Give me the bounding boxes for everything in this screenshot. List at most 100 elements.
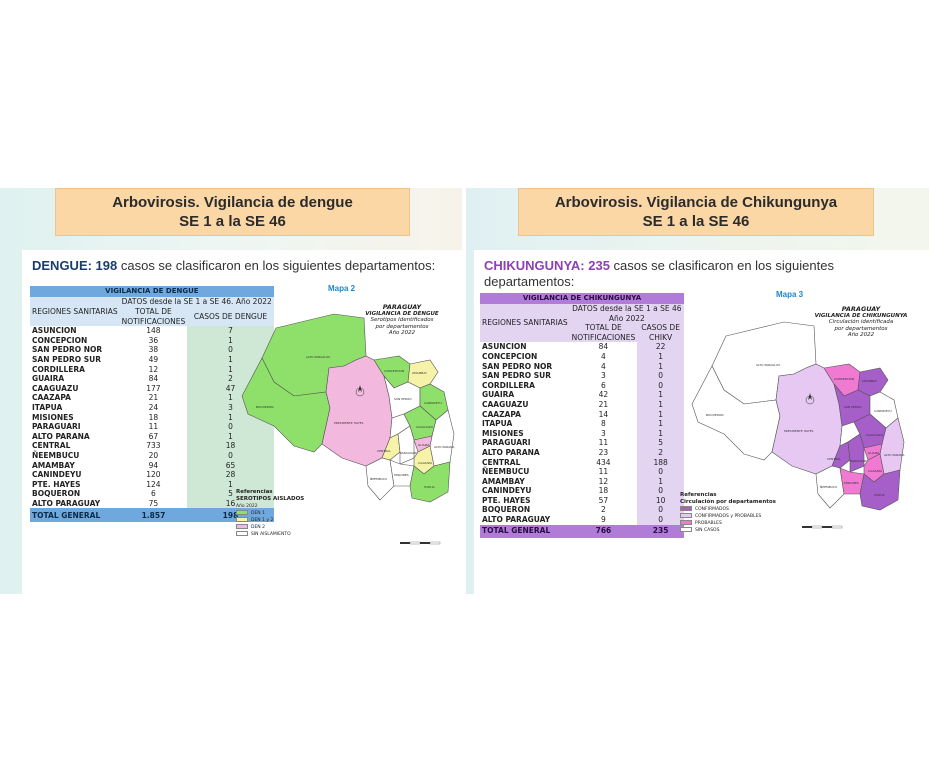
dengue-table-row: CENTRAL 733 18 — [30, 441, 274, 451]
chik-table-row: PARAGUARI 11 5 — [480, 438, 684, 448]
dengue-cell-name: ÑEEMBUCU — [32, 450, 80, 460]
dengue-map-title-country: PARAGUAY — [382, 303, 422, 311]
chik-slide: Arbovirosis. Vigilancia de Chikungunya S… — [466, 188, 929, 594]
dengue-map-lbl-boqueron: BOQUERON — [256, 405, 274, 409]
dengue-table-row: ALTO PARANA 67 1 — [30, 431, 274, 442]
dengue-table-row: BOQUERON 6 5 — [30, 489, 274, 499]
chik-cell-notif: 21 — [598, 399, 609, 409]
dengue-table-row: ASUNCION 148 7 — [30, 326, 274, 336]
chik-banner: Arbovirosis. Vigilancia de Chikungunya S… — [518, 188, 874, 236]
chik-legend-items: CONFIRMADOS CONFIRMADOS y PROBABLES PROBAB… — [680, 506, 776, 534]
chik-cell-cases: 0 — [637, 505, 684, 516]
dengue-cell-cases: 1 — [187, 431, 274, 442]
chik-headline: CHIKUNGUNYA: 235 casos se clasificaron e… — [484, 258, 834, 290]
dengue-cell-notif: 6 — [151, 489, 156, 499]
chik-cell-notif: 2 — [601, 505, 606, 515]
chik-cell-name: CAAGUAZU — [482, 399, 529, 409]
dengue-legend-swatch — [236, 524, 248, 529]
dengue-cell-cases: 2 — [187, 374, 274, 384]
chik-legend-item: CONFIRMADOS y PROBABLES — [680, 513, 776, 520]
chik-map-title: PARAGUAY VIGILANCIA DE CHIKUNGUNYA Circu… — [802, 306, 920, 339]
chik-cell-cases: 1 — [637, 390, 684, 400]
chik-map-lbl-boqueron: BOQUERON — [706, 413, 724, 417]
dengue-map-lbl-central: CENTRAL — [377, 449, 391, 453]
chik-map-lbl-alto-parana: ALTO PARANA — [884, 453, 905, 457]
dengue-cell-name: ALTO PARAGUAY — [32, 498, 101, 508]
dengue-table-title: VIGILANCIA DE DENGUE — [30, 286, 274, 297]
chik-cell-cases: 188 — [637, 457, 684, 468]
chik-cell-notif: 57 — [598, 495, 609, 505]
chik-col-cases: CASOS DE CHIKV — [637, 323, 684, 343]
chik-cell-notif: 6 — [601, 380, 606, 390]
chik-cell-cases: 1 — [637, 361, 684, 372]
dengue-banner-title: Arbovirosis. Vigilancia de dengue — [112, 194, 353, 211]
dengue-legend-swatch — [236, 510, 248, 515]
dengue-cell-cases: 0 — [187, 422, 274, 432]
chik-cell-cases: 0 — [637, 467, 684, 477]
chik-cell-name: ÑEEMBUCU — [482, 467, 530, 477]
chik-cell-name: PTE. HAYES — [482, 495, 531, 505]
dengue-legend-swatch — [236, 517, 248, 522]
dengue-legend-label: DEN 1 — [251, 511, 265, 516]
dengue-map-lbl-alto-parana: ALTO PARANA — [434, 445, 455, 449]
dengue-table-row: MISIONES 18 1 — [30, 412, 274, 423]
chik-cell-cases: 1 — [637, 409, 684, 420]
dengue-cell-name: ITAPUA — [32, 402, 63, 412]
dengue-cell-name: CANINDEYU — [32, 470, 82, 480]
chik-table-row: MISIONES 3 1 — [480, 428, 684, 439]
chik-headline-text: casos se clasificaron en los siguientes — [609, 258, 834, 273]
chik-map-lbl-caaguazu: CAAGUAZU — [866, 433, 883, 437]
chik-map-lbl-canindeyu: CANINDEYU — [874, 409, 892, 413]
chik-map-title-year: Año 2022 — [847, 332, 875, 338]
dengue-map: ALTO PARAGUAY BOQUERON PRESIDENTE HAYES … — [234, 296, 462, 566]
chik-cell-name: CENTRAL — [482, 457, 521, 467]
dengue-headline-count: DENGUE: 198 — [32, 258, 118, 273]
dengue-map-title-main: VIGILANCIA DE DENGUE — [365, 310, 439, 317]
dengue-panel: DENGUE: 198 casos se clasificaron en los… — [22, 250, 462, 594]
chik-legend-label: SIN CASOS — [695, 528, 720, 533]
dengue-legend-label: DEN 1 y 2 — [251, 518, 274, 523]
dengue-cell-cases: 7 — [187, 326, 274, 336]
chik-cell-cases: 1 — [637, 428, 684, 439]
chik-legend-label: PROBABLES — [695, 521, 722, 526]
dengue-cell-name: SAN PEDRO SUR — [32, 354, 101, 364]
dengue-cell-notif: 148 — [146, 326, 161, 336]
dengue-cell-cases: 1 — [187, 335, 274, 346]
dengue-total-label: TOTAL GENERAL — [30, 508, 120, 523]
dengue-map-lbl-amambay: AMAMBAY — [412, 371, 427, 375]
dengue-cell-notif: 38 — [148, 345, 159, 355]
dengue-col-regions: REGIONES SANITARIAS — [30, 297, 120, 327]
chik-dept-itapua — [859, 469, 901, 511]
chik-cell-cases: 1 — [637, 476, 684, 487]
chik-map-lbl-caazapa: CAAZAPA — [868, 469, 883, 473]
chik-headline-text-2: departamentos: — [484, 274, 575, 289]
chik-table-row: ÑEEMBUCU 11 0 — [480, 467, 684, 477]
chik-col-regions: REGIONES SANITARIAS — [480, 304, 570, 343]
chik-cell-cases: 1 — [637, 419, 684, 429]
chik-table: VIGILANCIA DE CHIKUNGUNYA REGIONES SANIT… — [480, 293, 684, 538]
chik-cell-notif: 84 — [598, 342, 609, 352]
chik-legend-label: CONFIRMADOS — [695, 507, 729, 512]
dengue-cell-name: PARAGUARI — [32, 422, 81, 432]
dengue-cell-cases: 5 — [187, 489, 274, 499]
dengue-cell-notif: 94 — [148, 460, 159, 470]
chik-table-row: ASUNCION 84 22 — [480, 342, 684, 352]
dengue-legend-item: SIN AISLAMIENTO — [236, 531, 304, 538]
dengue-map-lbl-pte-hayes: PRESIDENTE HAYES — [334, 421, 364, 425]
dengue-dept-itapua — [409, 461, 451, 503]
chik-cell-cases: 22 — [637, 342, 684, 352]
dengue-cell-name: BOQUERON — [32, 489, 81, 499]
chik-cell-cases: 0 — [637, 515, 684, 525]
chik-cell-notif: 4 — [601, 351, 606, 361]
dengue-cell-notif: 120 — [146, 470, 161, 480]
chik-cell-notif: 11 — [598, 467, 609, 477]
dengue-map-lbl-guaira: GUAIRA — [418, 443, 430, 447]
chik-legend-item: SIN CASOS — [680, 527, 776, 534]
dengue-map-lbl-neembucu: ÑEEMBUCU — [370, 476, 387, 481]
chik-cell-cases: 0 — [637, 380, 684, 391]
chik-legend-swatch — [680, 527, 692, 532]
dengue-table: VIGILANCIA DE DENGUE REGIONES SANITARIAS… — [30, 286, 274, 523]
dengue-table-row: CAAGUAZU 177 47 — [30, 383, 274, 394]
chik-map-label: Mapa 3 — [776, 290, 804, 299]
dengue-map-lbl-alto-paraguay: ALTO PARAGUAY — [306, 355, 330, 359]
